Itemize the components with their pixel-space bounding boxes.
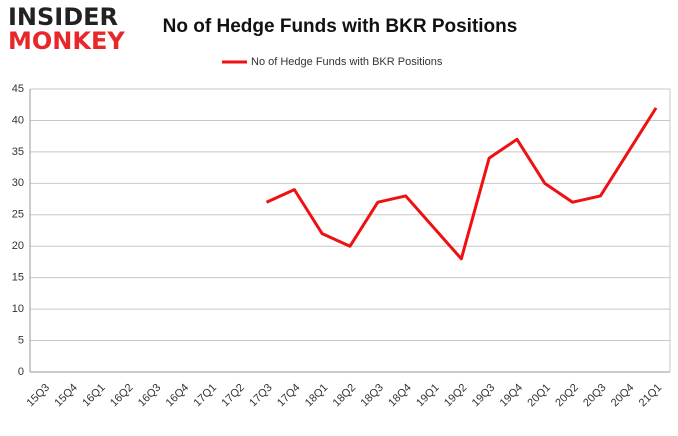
x-tick-label: 15Q3	[25, 382, 53, 410]
x-tick-label: 19Q1	[414, 382, 442, 410]
x-tick-label: 20Q3	[581, 382, 609, 410]
y-tick-label: 20	[12, 240, 24, 252]
y-tick-label: 30	[12, 177, 24, 189]
series-line	[265, 107, 658, 261]
x-tick-label: 16Q2	[108, 382, 136, 410]
x-tick-label: 20Q1	[525, 382, 553, 410]
y-tick-label: 10	[12, 303, 24, 315]
chart-title: No of Hedge Funds with BKR Positions	[163, 16, 518, 37]
x-tick-label: 16Q3	[136, 382, 164, 410]
y-tick-label: 0	[18, 366, 24, 378]
y-tick-label: 45	[12, 83, 24, 95]
y-tick-label: 25	[12, 209, 24, 221]
x-tick-label: 20Q2	[553, 382, 581, 410]
y-tick-label: 15	[12, 272, 24, 284]
x-tick-label: 15Q4	[52, 382, 80, 410]
x-tick-label: 18Q4	[386, 382, 414, 410]
x-tick-label: 17Q3	[247, 382, 275, 410]
x-tick-label: 17Q1	[192, 382, 220, 410]
x-tick-label: 19Q4	[498, 382, 526, 410]
x-tick-label: 19Q3	[470, 382, 498, 410]
y-tick-label: 35	[12, 146, 24, 158]
y-tick-label: 40	[12, 114, 24, 126]
x-tick-label: 17Q2	[219, 382, 247, 410]
x-tick-label: 18Q2	[331, 382, 359, 410]
x-tick-label: 20Q4	[609, 382, 637, 410]
x-tick-label: 16Q4	[164, 382, 192, 410]
x-tick-label: 21Q1	[637, 382, 665, 410]
logo-top: INSIDER	[8, 3, 118, 31]
x-tick-label: 16Q1	[80, 382, 108, 410]
x-tick-label: 19Q2	[442, 382, 470, 410]
logo-bottom: MONKEY	[8, 27, 125, 55]
x-tick-label: 17Q4	[275, 382, 303, 410]
x-tick-label: 18Q1	[303, 382, 331, 410]
y-tick-label: 5	[18, 334, 24, 346]
legend-label: No of Hedge Funds with BKR Positions	[251, 56, 443, 68]
x-tick-label: 18Q3	[358, 382, 386, 410]
